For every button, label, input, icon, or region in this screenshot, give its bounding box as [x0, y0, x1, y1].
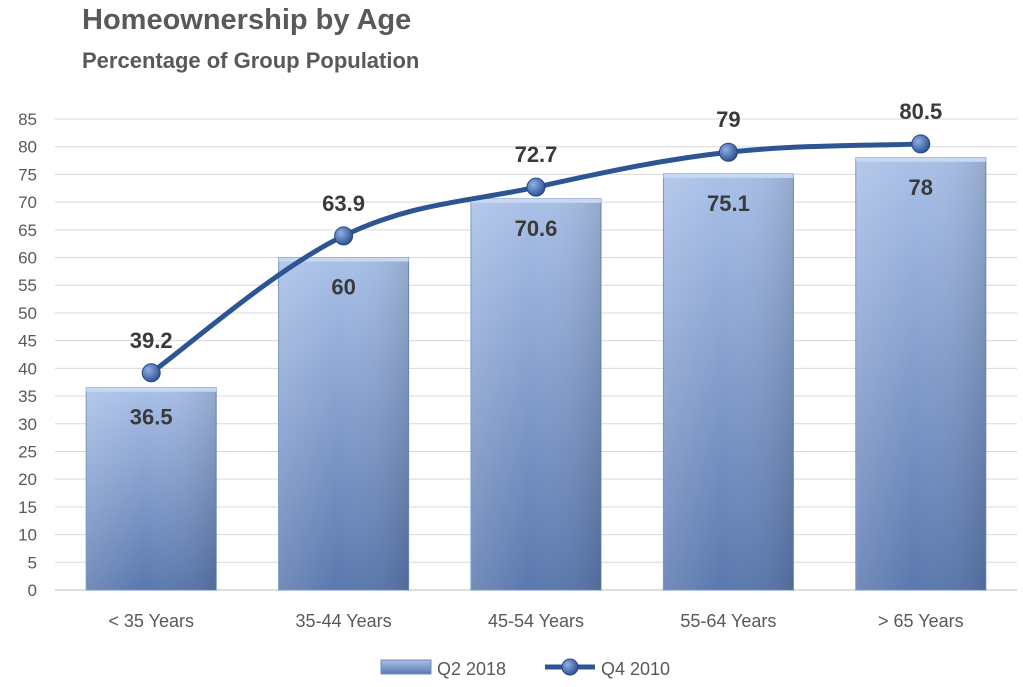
line-data-label: 72.7 — [515, 142, 558, 167]
x-tick-label: 35-44 Years — [296, 611, 392, 631]
line-point — [334, 226, 354, 246]
y-tick-label: 40 — [18, 359, 37, 378]
bar-data-label: 36.5 — [130, 405, 173, 430]
line-point — [141, 363, 161, 383]
y-tick-label: 70 — [18, 193, 37, 212]
bar-shine — [278, 257, 409, 590]
x-tick-label: < 35 Years — [108, 611, 194, 631]
legend: Q2 2018 Q4 2010 — [380, 658, 670, 679]
y-tick-label: 45 — [18, 332, 37, 351]
x-tick-label: 55-64 Years — [680, 611, 776, 631]
y-tick-label: 15 — [18, 498, 37, 517]
x-axis: < 35 Years 35-44 Years 45-54 Years 55-64 Ye… — [108, 611, 963, 631]
y-tick-label: 55 — [18, 276, 37, 295]
legend-label: Q2 2018 — [437, 659, 506, 679]
y-tick-label: 65 — [18, 221, 37, 240]
data-labels: 36.5 60 70.6 75.1 78 39.2 63.9 72.7 79 80.5 — [130, 99, 942, 430]
line-point — [911, 134, 931, 154]
bar-series — [85, 157, 987, 591]
bar-top-highlight — [471, 198, 601, 203]
bar-data-label: 75.1 — [707, 191, 750, 216]
line-series — [141, 134, 931, 383]
y-tick-label: 85 — [18, 110, 37, 129]
y-tick-label: 10 — [18, 526, 37, 545]
line-data-label: 79 — [716, 107, 740, 132]
chart-subtitle: Percentage of Group Population — [82, 48, 420, 73]
bar-shine — [471, 198, 601, 590]
line-point — [526, 177, 546, 197]
y-tick-label: 25 — [18, 442, 37, 461]
legend-label: Q4 2010 — [601, 659, 670, 679]
y-tick-label: 30 — [18, 415, 37, 434]
bar-top-highlight — [663, 173, 794, 178]
bar-data-label: 60 — [331, 275, 355, 300]
legend-marker — [561, 658, 579, 676]
bar-shine — [86, 387, 217, 590]
bar-top-highlight — [278, 257, 409, 262]
x-tick-label: > 65 Years — [878, 611, 964, 631]
y-tick-label: 60 — [18, 249, 37, 268]
y-axis: 0 5 10 15 20 25 30 35 40 45 50 55 60 65 70 75 80 85 — [18, 110, 37, 600]
chart-title: Homeownership by Age — [82, 4, 412, 36]
y-tick-label: 0 — [28, 581, 37, 600]
x-tick-label: 45-54 Years — [488, 611, 584, 631]
line-data-label: 80.5 — [899, 99, 942, 124]
bar-shine — [663, 173, 794, 590]
y-tick-label: 5 — [28, 553, 37, 572]
y-tick-label: 75 — [18, 165, 37, 184]
y-tick-label: 35 — [18, 387, 37, 406]
bar-data-label: 70.6 — [515, 216, 558, 241]
bar-top-highlight — [855, 157, 986, 162]
line-point — [718, 142, 738, 162]
bar-shine — [855, 157, 986, 590]
line-data-label: 39.2 — [130, 328, 173, 353]
y-tick-label: 50 — [18, 304, 37, 323]
bar-top-highlight — [86, 387, 217, 392]
y-tick-label: 20 — [18, 470, 37, 489]
y-tick-label: 80 — [18, 138, 37, 157]
legend-bar-swatch — [380, 659, 432, 675]
line-data-label: 63.9 — [322, 191, 365, 216]
bar-data-label: 78 — [909, 175, 933, 200]
